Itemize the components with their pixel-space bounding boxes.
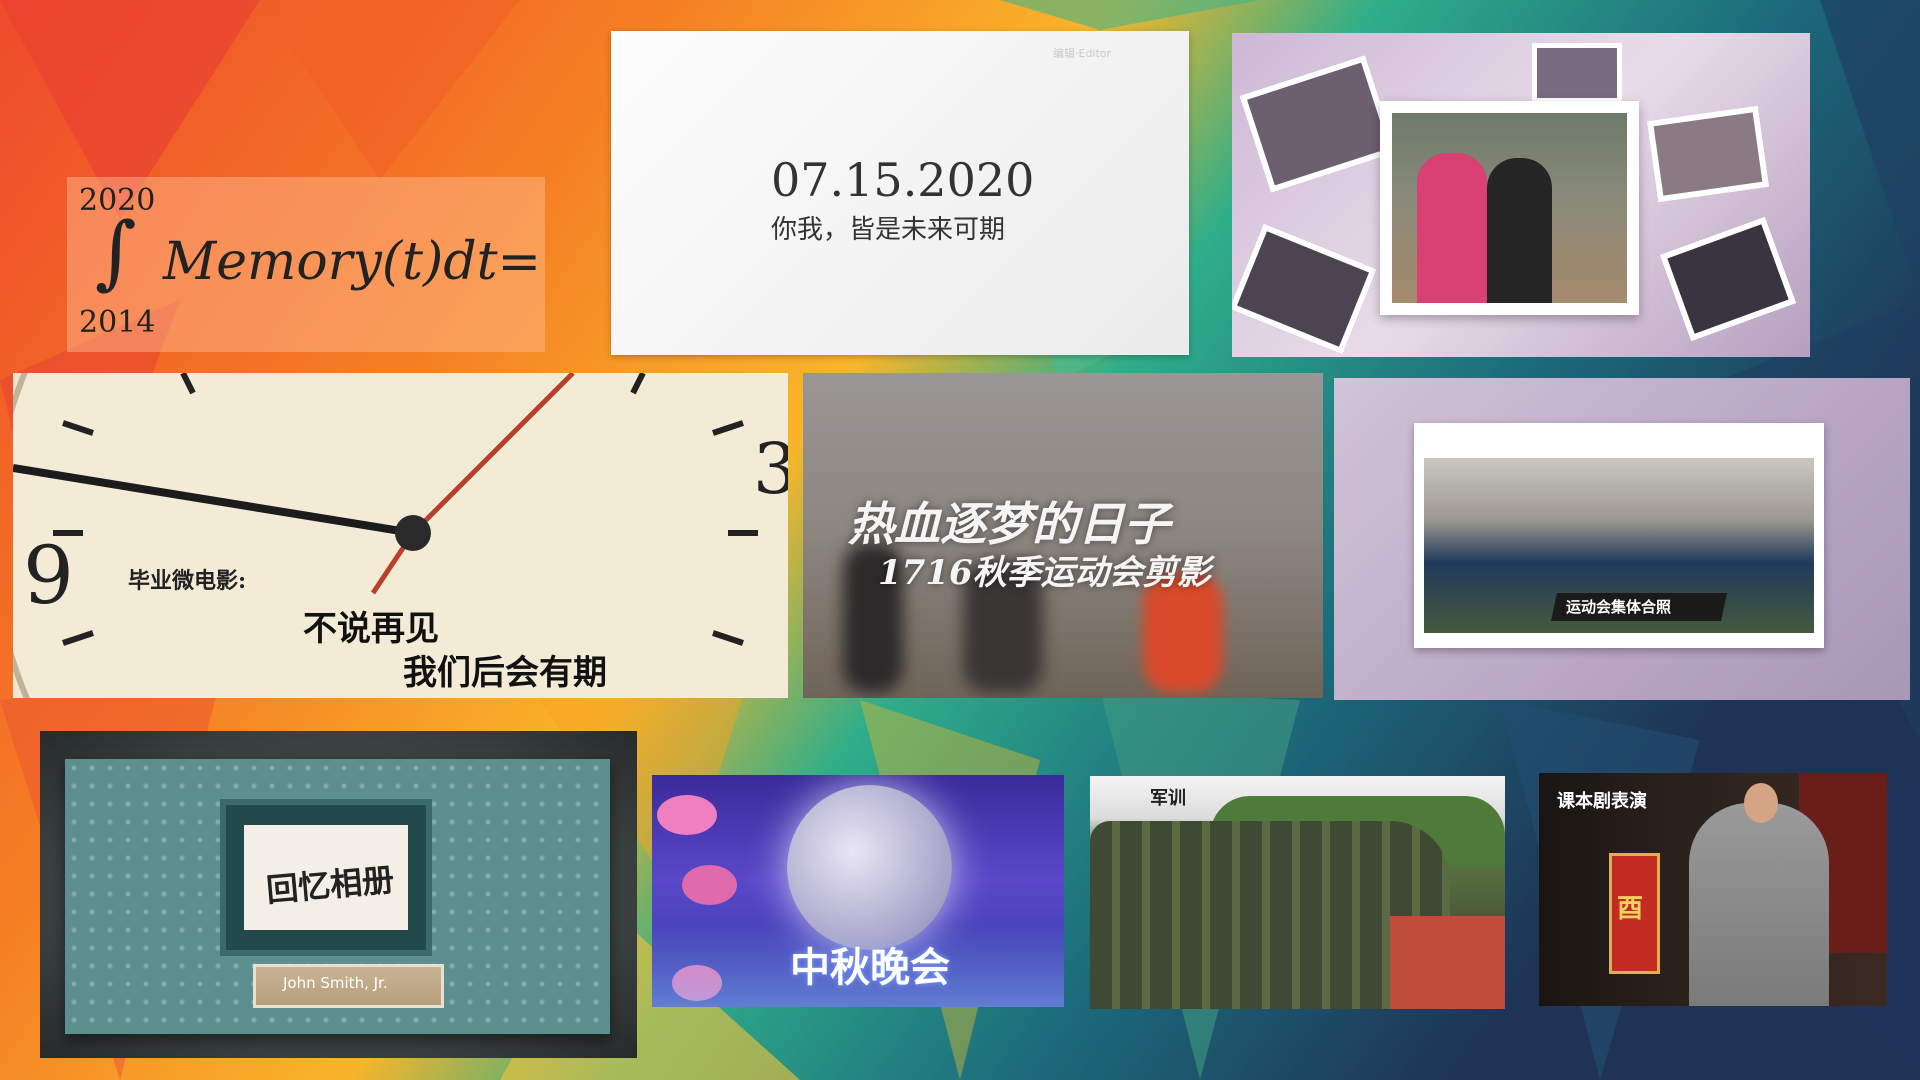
svg-text:9: 9 bbox=[23, 529, 74, 622]
date-text: 07.15.2020 bbox=[771, 153, 1035, 207]
formula-lower-limit: 2014 bbox=[79, 305, 156, 340]
mid-autumn-gala-thumbnail[interactable]: 中秋晚会 bbox=[652, 775, 1064, 1007]
performer-head bbox=[1744, 783, 1778, 823]
memory-integral-formula: 2020 ∫ Memory(t)dt= 2014 bbox=[67, 177, 545, 352]
polaroid-scatter bbox=[1232, 223, 1377, 355]
polaroid-scatter bbox=[1532, 43, 1622, 103]
polaroid-scatter bbox=[1659, 216, 1797, 342]
group-photo-caption: 运动会集体合照 bbox=[1566, 598, 1672, 616]
blossom-icon bbox=[682, 865, 737, 905]
performer-robe bbox=[1689, 803, 1829, 1006]
clock-face-icon: 9 3 bbox=[13, 373, 788, 698]
sports-title: 热血逐梦的日子 bbox=[848, 497, 1170, 551]
red-banner bbox=[1609, 853, 1660, 974]
album-cover: 回忆相册 John Smith, Jr. bbox=[65, 759, 610, 1034]
date-card[interactable]: 编辑·Editor 07.15.2020 你我，皆是未来可期 bbox=[611, 31, 1189, 355]
polaroid-collage-thumbnail[interactable] bbox=[1232, 33, 1810, 357]
album-label-frame: 回忆相册 bbox=[220, 799, 432, 956]
sports-meet-thumbnail[interactable]: 热血逐梦的日子 1716秋季运动会剪影 bbox=[803, 373, 1323, 698]
polaroid-scatter bbox=[1239, 55, 1397, 193]
main-polaroid-photo bbox=[1380, 101, 1639, 315]
light-rays bbox=[652, 925, 1064, 1007]
banner-character: 酉 bbox=[1617, 894, 1644, 924]
graduation-film-thumbnail[interactable]: 9 3 毕业微电影: 不说再见 我们后会有期 bbox=[13, 373, 788, 698]
military-label: 军训 bbox=[1150, 788, 1186, 809]
film-title-line3: 我们后会有期 bbox=[403, 653, 607, 693]
blurred-figure bbox=[963, 563, 1043, 693]
student-figure-pink bbox=[1417, 153, 1487, 303]
textbook-drama-thumbnail[interactable]: 酉 课本剧表演 bbox=[1539, 773, 1887, 1006]
drama-label: 课本剧表演 bbox=[1557, 791, 1647, 812]
watermark: 编辑·Editor bbox=[1053, 47, 1112, 60]
film-title-label: 毕业微电影: bbox=[128, 568, 247, 594]
formula-upper-limit: 2020 bbox=[79, 183, 156, 218]
group-photo-thumbnail[interactable]: 运动会集体合照 bbox=[1334, 378, 1910, 700]
sports-subtitle: 1716秋季运动会剪影 bbox=[878, 553, 1211, 593]
memory-album-thumbnail[interactable]: 回忆相册 John Smith, Jr. bbox=[40, 731, 637, 1058]
military-training-thumbnail[interactable]: 军训 bbox=[1090, 776, 1505, 1009]
album-nameplate bbox=[253, 964, 444, 1008]
polaroid-scatter bbox=[1646, 105, 1770, 203]
student-figure-black bbox=[1487, 158, 1552, 303]
svg-text:3: 3 bbox=[753, 428, 788, 510]
blurred-figure-red bbox=[1143, 573, 1223, 693]
blurred-figure bbox=[843, 543, 903, 693]
formula-expression: Memory(t)dt= bbox=[163, 232, 542, 292]
moon-icon bbox=[787, 785, 952, 950]
film-title-line2: 不说再见 bbox=[303, 609, 439, 649]
album-label-paper bbox=[244, 825, 408, 930]
blossom-icon bbox=[657, 795, 717, 835]
date-subtitle: 你我，皆是未来可期 bbox=[771, 215, 1006, 245]
mid-autumn-title: 中秋晚会 bbox=[790, 945, 950, 991]
group-photo-frame: 运动会集体合照 bbox=[1414, 423, 1824, 648]
running-track bbox=[1390, 916, 1505, 1009]
integral-sign: ∫ bbox=[95, 205, 137, 298]
album-nameplate-text: John Smith, Jr. bbox=[283, 974, 388, 992]
